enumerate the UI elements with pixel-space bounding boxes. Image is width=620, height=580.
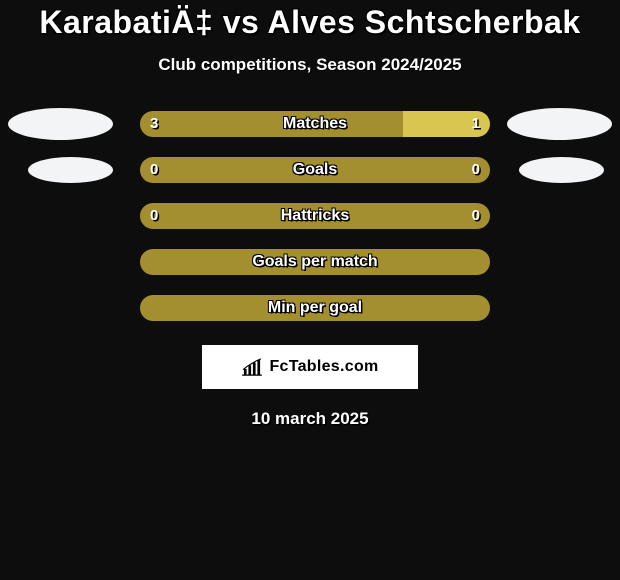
stat-value-right: 0 <box>472 157 480 183</box>
stat-value-right: 0 <box>472 203 480 229</box>
stat-label: Goals per match <box>140 249 490 275</box>
player-avatar-left <box>28 157 113 183</box>
page-title: KarabatiÄ‡ vs Alves Schtscherbak <box>0 4 620 41</box>
stat-bar: 0 Hattricks 0 <box>140 203 490 229</box>
stat-label: Matches <box>140 111 490 137</box>
stat-label: Hattricks <box>140 203 490 229</box>
stat-bar: Min per goal <box>140 295 490 321</box>
player-avatar-right <box>507 108 612 140</box>
season-subtitle: Club competitions, Season 2024/2025 <box>0 55 620 75</box>
stat-bar: 0 Goals 0 <box>140 157 490 183</box>
logo-text: FcTables.com <box>269 358 378 376</box>
stat-row: 0 Hattricks 0 <box>0 203 620 229</box>
stat-row: 3 Matches 1 <box>0 111 620 137</box>
stat-row: Goals per match <box>0 249 620 275</box>
player-avatar-left <box>8 108 113 140</box>
stat-value-right: 1 <box>472 111 480 137</box>
stat-value-left: 0 <box>150 157 158 183</box>
stat-bar: 3 Matches 1 <box>140 111 490 137</box>
snapshot-date: 10 march 2025 <box>0 409 620 429</box>
barchart-icon <box>241 358 263 376</box>
stat-label: Goals <box>140 157 490 183</box>
player-avatar-right <box>519 157 604 183</box>
stat-row: Min per goal <box>0 295 620 321</box>
comparison-card: KarabatiÄ‡ vs Alves Schtscherbak Club co… <box>0 0 620 429</box>
stats-rows: 3 Matches 1 0 Goals 0 0 Hattricks <box>0 111 620 321</box>
stat-bar: Goals per match <box>140 249 490 275</box>
stat-row: 0 Goals 0 <box>0 157 620 183</box>
stat-value-left: 0 <box>150 203 158 229</box>
fctables-logo: FcTables.com <box>202 345 418 389</box>
stat-value-left: 3 <box>150 111 158 137</box>
stat-label: Min per goal <box>140 295 490 321</box>
